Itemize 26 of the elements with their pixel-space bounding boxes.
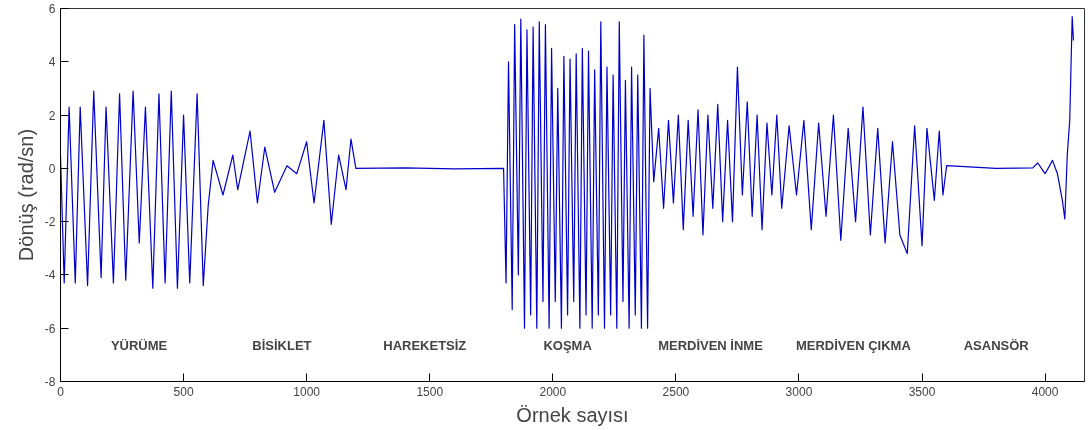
x-tick-label: 3000 [785,384,813,399]
annotation: MERDİVEN ÇIKMA [795,338,912,353]
line-series [60,15,1075,329]
x-tick-label: 2000 [539,384,567,399]
x-tick-label: 4000 [1031,384,1059,399]
annotation: BİSİKLET [252,338,312,353]
annotation: MERDİVEN İNME [658,338,764,353]
x-tick-label: 500 [173,384,194,399]
annotation: ASANSÖR [963,338,1030,353]
annotation: HAREKETSİZ [383,338,467,353]
x-tick-label: 1000 [293,384,321,399]
annotation: KOŞMA [543,338,593,353]
y-tick-label: -8 [44,375,56,389]
y-axis-title: Dönüş (rad/sn) [14,128,37,262]
y-tick-label: -4 [44,268,56,283]
y-tick-label: 4 [48,55,56,70]
x-tick-label: 1500 [416,384,444,399]
y-tick-label: -6 [44,321,56,336]
x-axis-title: Örnek sayısı [516,403,629,426]
annotation: YÜRÜME [110,338,168,353]
y-tick-label: -2 [44,215,56,230]
x-tick-label: 3500 [908,384,936,399]
y-tick-label: 0 [48,161,56,176]
y-tick-label: 6 [48,2,56,16]
y-tick-label: 2 [48,108,56,123]
x-tick-label: 2500 [662,384,690,399]
